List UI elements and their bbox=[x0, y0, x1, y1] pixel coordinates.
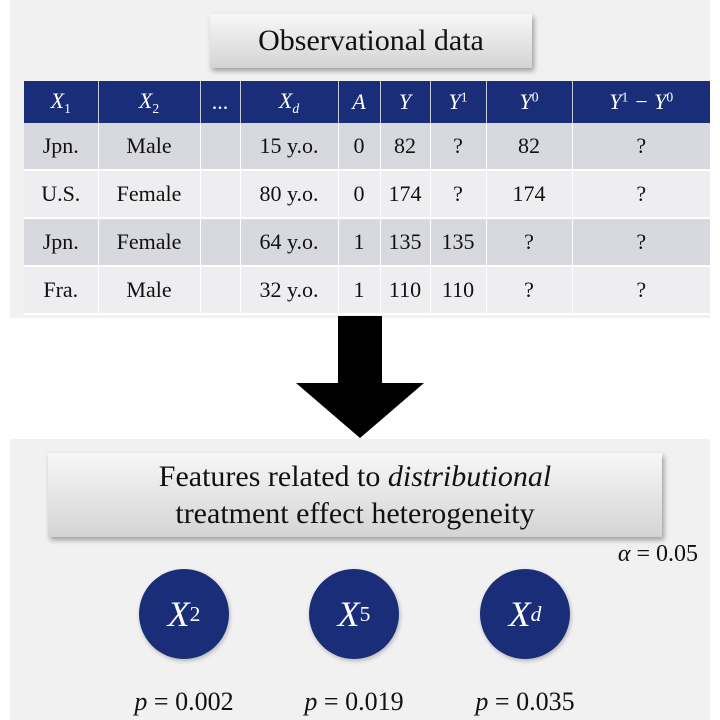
cell-potential-outcome-y0: 82 bbox=[486, 123, 573, 171]
p-value: p = 0.035 bbox=[475, 687, 575, 716]
cell-potential-outcome-y0: ? bbox=[486, 218, 573, 267]
cell-sex: Female bbox=[98, 170, 201, 219]
cell-age: 15 y.o. bbox=[240, 123, 339, 171]
header-x2: X2 bbox=[98, 81, 201, 123]
cell-country: Fra. bbox=[24, 266, 99, 315]
table-row: U.S. Female 80 y.o. 0 174? 174? bbox=[24, 170, 710, 219]
cell-country: U.S. bbox=[24, 170, 99, 219]
cell-ellipsis bbox=[200, 266, 241, 315]
header-ellipsis: ... bbox=[200, 81, 241, 123]
table-row: Jpn. Male 15 y.o. 0 82? 82? bbox=[24, 123, 710, 171]
cell-sex: Female bbox=[98, 218, 201, 267]
header-a: A bbox=[338, 81, 381, 123]
header-x1: X1 bbox=[24, 81, 99, 123]
cell-outcome-y: 82 bbox=[380, 123, 431, 171]
features-heading-line1: Features related to distributional bbox=[158, 459, 552, 493]
cell-effect-y1-minus-y0: ? bbox=[572, 266, 710, 315]
cell-potential-outcome-y1: ? bbox=[430, 170, 487, 219]
table-header-row: X1 X2 ... Xd A Y Y1 Y0 Y1 − Y0 bbox=[24, 81, 710, 123]
p-value: p = 0.019 bbox=[304, 687, 404, 716]
cell-potential-outcome-y0: ? bbox=[486, 266, 573, 315]
p-value: p = 0.002 bbox=[134, 687, 234, 716]
cell-country: Jpn. bbox=[24, 123, 99, 171]
cell-effect-y1-minus-y0: ? bbox=[572, 218, 710, 267]
observational-data-title: Observational data bbox=[210, 14, 532, 68]
header-y1: Y1 bbox=[430, 81, 487, 123]
cell-sex: Male bbox=[98, 266, 201, 315]
cell-effect-y1-minus-y0: ? bbox=[572, 170, 710, 219]
cell-potential-outcome-y1: 110 bbox=[430, 266, 487, 315]
header-y0: Y0 bbox=[486, 81, 573, 123]
cell-age: 80 y.o. bbox=[240, 170, 339, 219]
header-xd: Xd bbox=[240, 81, 339, 123]
features-heading-line2: treatment effect heterogeneity bbox=[175, 497, 535, 530]
cell-outcome-y: 135 bbox=[380, 218, 431, 267]
cell-treatment-a: 0 bbox=[338, 170, 381, 219]
cell-effect-y1-minus-y0: ? bbox=[572, 123, 710, 171]
cell-ellipsis bbox=[200, 218, 241, 267]
cell-treatment-a: 1 bbox=[338, 266, 381, 315]
cell-outcome-y: 110 bbox=[380, 266, 431, 315]
cell-ellipsis bbox=[200, 170, 241, 219]
features-heading: Features related to distributional treat… bbox=[48, 453, 662, 537]
cell-ellipsis bbox=[200, 123, 241, 171]
cell-age: 64 y.o. bbox=[240, 218, 339, 267]
table-row: Jpn. Female 64 y.o. 1 135 135?? bbox=[24, 218, 710, 267]
cell-treatment-a: 0 bbox=[338, 123, 381, 171]
cell-outcome-y: 174 bbox=[380, 170, 431, 219]
cell-country: Jpn. bbox=[24, 218, 99, 267]
features-panel: Features related to distributional treat… bbox=[10, 439, 710, 720]
cell-treatment-a: 1 bbox=[338, 218, 381, 267]
alpha-threshold: α = 0.05 bbox=[617, 541, 698, 567]
header-y1-minus-y0: Y1 − Y0 bbox=[572, 81, 710, 123]
cell-potential-outcome-y1: 135 bbox=[430, 218, 487, 267]
table-row: Fra. Male 32 y.o. 1 110 110?? bbox=[24, 266, 710, 315]
observational-data-panel: Observational data X1 X2 ... Xd A Y Y1 Y… bbox=[10, 0, 710, 318]
cell-potential-outcome-y0: 174 bbox=[486, 170, 573, 219]
cell-sex: Male bbox=[98, 123, 201, 171]
cell-potential-outcome-y1: ? bbox=[430, 123, 487, 171]
observational-data-table: X1 X2 ... Xd A Y Y1 Y0 Y1 − Y0 Jpn. Male 1… bbox=[24, 81, 710, 315]
header-y: Y bbox=[380, 81, 431, 123]
cell-age: 32 y.o. bbox=[240, 266, 339, 315]
